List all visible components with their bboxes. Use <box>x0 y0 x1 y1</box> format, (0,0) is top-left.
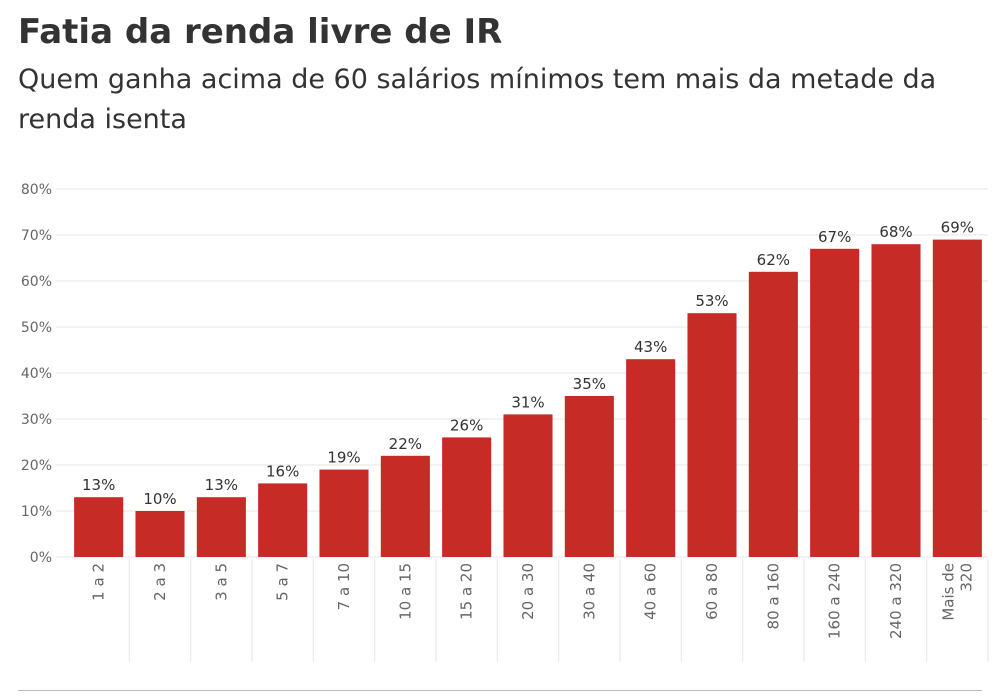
bar <box>442 437 492 557</box>
bar <box>564 396 614 557</box>
data-label: 35% <box>573 375 606 393</box>
y-tick-label: 0% <box>30 550 52 566</box>
bar <box>380 455 430 557</box>
bar <box>319 469 369 557</box>
x-tick-label: 40 a 60 <box>642 563 660 620</box>
x-tick-label: 7 a 10 <box>335 563 353 610</box>
data-label: 26% <box>450 416 483 434</box>
data-label: 43% <box>634 338 667 356</box>
x-tick-label: 2 a 3 <box>151 563 169 601</box>
data-label: 53% <box>695 292 728 310</box>
y-tick-label: 80% <box>21 182 52 198</box>
data-label: 10% <box>143 490 176 508</box>
bar <box>748 271 798 557</box>
bottom-divider <box>18 690 982 691</box>
x-tick-label: Mais de320 <box>939 563 975 621</box>
data-label: 13% <box>82 476 115 494</box>
bar <box>932 239 982 557</box>
data-label: 19% <box>327 449 360 467</box>
bar <box>810 248 860 558</box>
x-tick-label: 160 a 240 <box>826 563 844 639</box>
data-label: 31% <box>511 393 544 411</box>
bar <box>196 497 246 557</box>
data-label: 22% <box>389 435 422 453</box>
bar <box>503 414 553 557</box>
bar <box>258 483 308 557</box>
data-label: 69% <box>941 219 974 237</box>
data-label: 62% <box>757 251 790 269</box>
y-tick-label: 20% <box>21 458 52 474</box>
x-tick-label: 10 a 15 <box>396 563 414 620</box>
data-label: 67% <box>818 228 851 246</box>
x-tick-label: 15 a 20 <box>458 563 476 620</box>
chart-title: Fatia da renda livre de IR <box>18 12 503 52</box>
data-label: 16% <box>266 462 299 480</box>
chart-subtitle: Quem ganha acima de 60 salários mínimos … <box>18 64 937 135</box>
y-axis-ticks: 0% 10% 20% 30% 40% 50% 60% 70% 80% <box>21 182 52 566</box>
data-label: 13% <box>205 476 238 494</box>
bar <box>687 313 737 557</box>
y-tick-label: 40% <box>21 366 52 382</box>
y-tick-label: 50% <box>21 320 52 336</box>
bar <box>74 497 124 557</box>
x-axis-ticks: 1 a 2 2 a 3 3 a 5 5 a 7 7 a 10 10 a 15 15 a 20… <box>90 559 989 662</box>
x-tick-label: 80 a 160 <box>764 563 782 629</box>
bar <box>871 244 921 557</box>
x-tick-label: 20 a 30 <box>519 563 537 620</box>
y-tick-label: 30% <box>21 412 52 428</box>
y-tick-label: 60% <box>21 274 52 290</box>
x-tick-label: 60 a 80 <box>703 563 721 620</box>
x-tick-label: 30 a 40 <box>580 563 598 620</box>
data-label: 68% <box>879 223 912 241</box>
x-tick-label: 240 a 320 <box>887 563 905 639</box>
bars <box>74 239 982 558</box>
bar <box>135 511 185 557</box>
x-tick-label: 5 a 7 <box>274 563 292 601</box>
x-tick-label: 3 a 5 <box>212 563 230 601</box>
data-labels: 13% 10% 13% 16% 19% 22% 26% 31% 35% 43% 53% 62% 67% 6… <box>82 219 974 508</box>
y-tick-label: 10% <box>21 504 52 520</box>
y-tick-label: 70% <box>21 228 52 244</box>
x-tick-label: 1 a 2 <box>90 563 108 601</box>
bar <box>626 359 676 557</box>
